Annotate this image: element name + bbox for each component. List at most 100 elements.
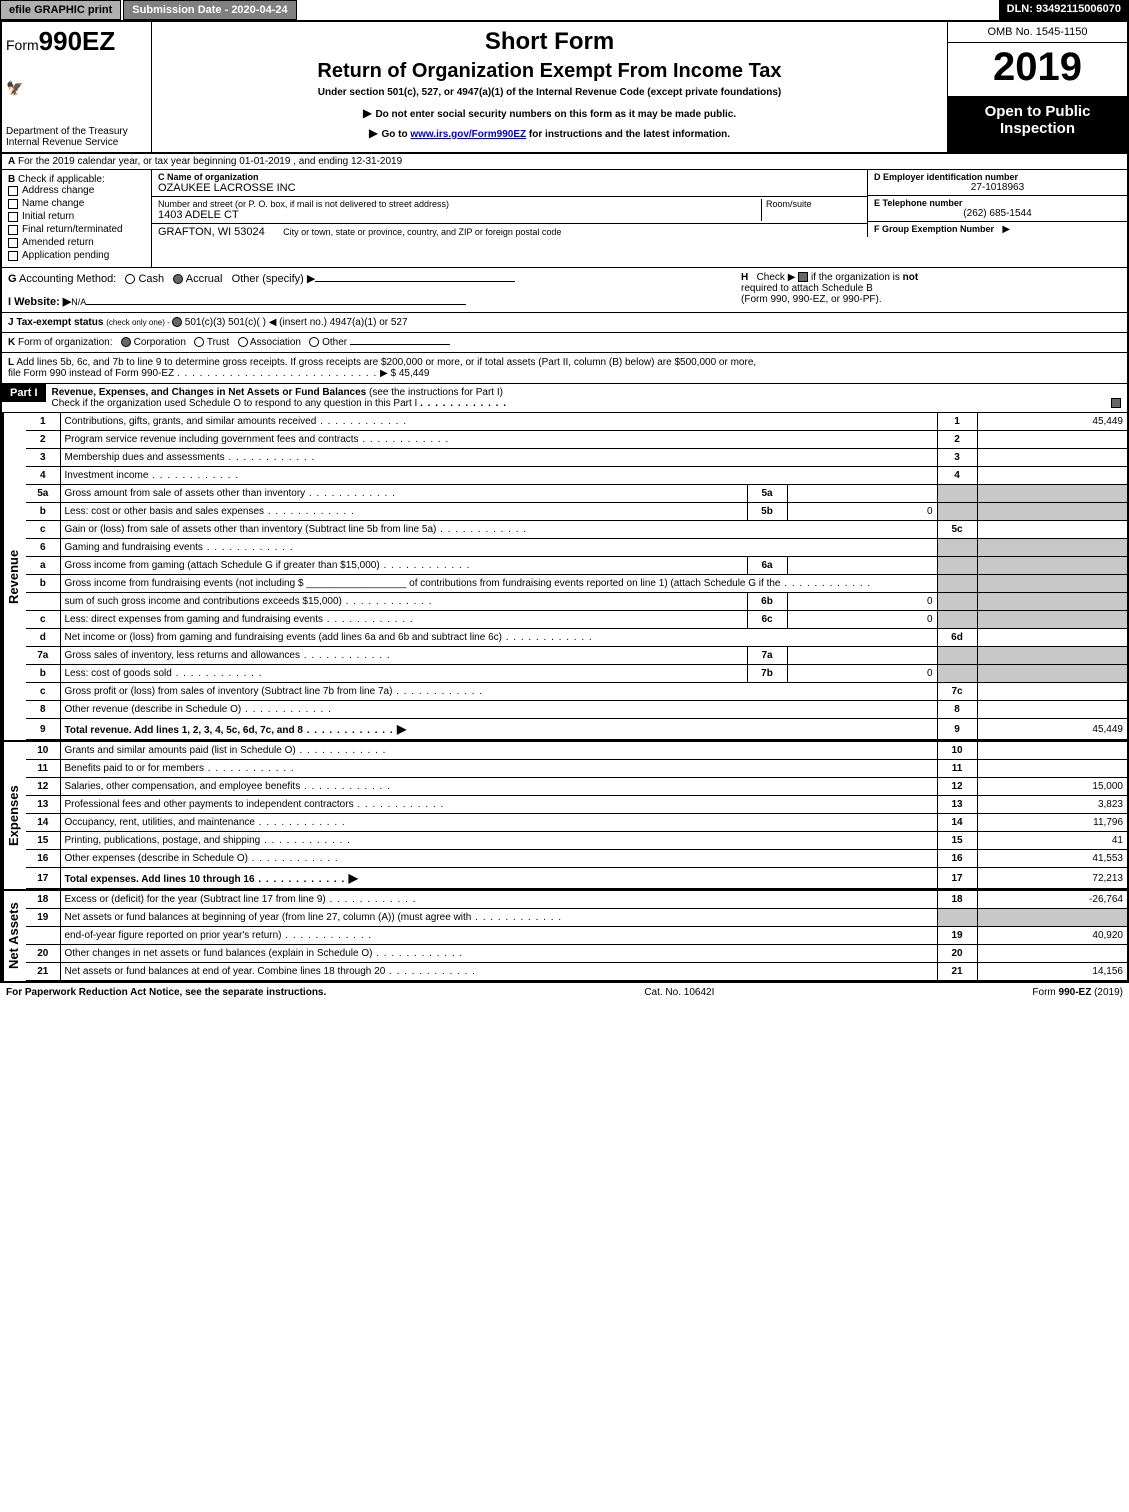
right-line-num — [937, 539, 977, 557]
line-desc: end-of-year figure reported on prior yea… — [60, 927, 937, 945]
irs-eagle-icon: 🦅 — [6, 80, 147, 97]
street: 1403 ADELE CT — [158, 209, 761, 221]
checkbox-name-change[interactable] — [8, 199, 18, 209]
warn-line-1: ▶ Do not enter social security numbers o… — [162, 106, 937, 120]
f-arrow: ▶ — [1002, 224, 1010, 235]
radio-corp[interactable] — [121, 337, 131, 347]
checkbox-amended[interactable] — [8, 238, 18, 248]
checkbox-initial[interactable] — [8, 212, 18, 222]
expenses-table: 10Grants and similar amounts paid (list … — [26, 742, 1127, 889]
line-desc: Net assets or fund balances at end of ye… — [60, 963, 937, 981]
addr-hdr: Number and street (or P. O. box, if mail… — [158, 199, 761, 209]
checkbox-schedule-o[interactable] — [1111, 398, 1121, 408]
footer-left: For Paperwork Reduction Act Notice, see … — [6, 987, 326, 998]
short-form-title: Short Form — [162, 28, 937, 56]
warn-line-2: ▶ Go to www.irs.gov/Form990EZ for instru… — [162, 126, 937, 140]
line-num: 18 — [26, 891, 60, 909]
h-line3: (Form 990, 990-EZ, or 990-PF). — [741, 294, 882, 305]
g-accounting: G Accounting Method: Cash Accrual Other … — [8, 272, 741, 308]
line-amount — [977, 485, 1127, 503]
line-amount — [977, 503, 1127, 521]
warn2-post: for instructions and the latest informat… — [526, 129, 730, 140]
f-group-box: F Group Exemption Number ▶ — [867, 222, 1127, 237]
acct-method-label: Accounting Method: — [19, 273, 116, 285]
j-label: J Tax-exempt status — [8, 317, 103, 328]
line-row: cGross profit or (loss) from sales of in… — [26, 683, 1127, 701]
ein-value: 27-1018963 — [874, 182, 1121, 193]
line-desc: Gross income from gaming (attach Schedul… — [60, 557, 747, 575]
right-line-num: 16 — [937, 850, 977, 868]
opt-final: Final return/terminated — [22, 224, 123, 235]
line-num — [26, 593, 60, 611]
irs-link[interactable]: www.irs.gov/Form990EZ — [410, 129, 526, 140]
radio-cash[interactable] — [125, 274, 135, 284]
open-public-1: Open to Public — [952, 103, 1123, 120]
sub-line-amt: 0 — [787, 611, 937, 629]
line-row: 14Occupancy, rent, utilities, and mainte… — [26, 814, 1127, 832]
radio-accrual[interactable] — [173, 274, 183, 284]
line-desc: sum of such gross income and contributio… — [60, 593, 747, 611]
line-desc: Less: direct expenses from gaming and fu… — [60, 611, 747, 629]
line-row: 12Salaries, other compensation, and empl… — [26, 778, 1127, 796]
sub-line-num: 7a — [747, 647, 787, 665]
k-other-underline — [350, 344, 450, 345]
right-line-num: 9 — [937, 719, 977, 740]
radio-trust[interactable] — [194, 337, 204, 347]
right-line-num: 14 — [937, 814, 977, 832]
checkbox-schedule-b[interactable] — [798, 272, 808, 282]
line-row: 15Printing, publications, postage, and s… — [26, 832, 1127, 850]
line-amount — [977, 945, 1127, 963]
line-num: 13 — [26, 796, 60, 814]
efile-print-button[interactable]: efile GRAPHIC print — [0, 0, 121, 20]
line-amount: 14,156 — [977, 963, 1127, 981]
line-num: b — [26, 665, 60, 683]
other-label: Other (specify) ▶ — [232, 273, 316, 285]
line-amount — [977, 760, 1127, 778]
section-a-label: A — [8, 156, 15, 167]
submission-date-button[interactable]: Submission Date - 2020-04-24 — [123, 0, 296, 20]
tax-year: 2019 — [948, 43, 1127, 97]
right-line-num: 8 — [937, 701, 977, 719]
other-specify-input[interactable] — [315, 281, 515, 282]
right-line-num: 11 — [937, 760, 977, 778]
section-line: Under section 501(c), 527, or 4947(a)(1)… — [162, 87, 937, 98]
sub-line-num: 6a — [747, 557, 787, 575]
h-post: if the organization is — [811, 272, 903, 283]
line-amount — [977, 611, 1127, 629]
k-trust: Trust — [207, 337, 229, 348]
line-amount — [977, 665, 1127, 683]
l-arrow: ▶ — [380, 368, 388, 379]
right-line-num — [937, 665, 977, 683]
line-amount: -26,764 — [977, 891, 1127, 909]
line-desc: Less: cost or other basis and sales expe… — [60, 503, 747, 521]
radio-other[interactable] — [309, 337, 319, 347]
line-num — [26, 927, 60, 945]
checkbox-pending[interactable] — [8, 251, 18, 261]
line-row: bLess: cost or other basis and sales exp… — [26, 503, 1127, 521]
line-row: 1Contributions, gifts, grants, and simil… — [26, 413, 1127, 431]
line-row: 7aGross sales of inventory, less returns… — [26, 647, 1127, 665]
radio-assoc[interactable] — [238, 337, 248, 347]
row-k: K Form of organization: Corporation Trus… — [2, 333, 1127, 353]
dept-line1: Department of the Treasury — [6, 126, 147, 137]
line-amount: 45,449 — [977, 719, 1127, 740]
line-row: bLess: cost of goods sold7b0 — [26, 665, 1127, 683]
line-row: 16Other expenses (describe in Schedule O… — [26, 850, 1127, 868]
line-row: 10Grants and similar amounts paid (list … — [26, 742, 1127, 760]
line-desc: Gain or (loss) from sale of assets other… — [60, 521, 937, 539]
radio-501c3[interactable] — [172, 317, 182, 327]
line-desc: Gaming and fundraising events — [60, 539, 937, 557]
form-number: Form990EZ — [6, 26, 147, 57]
footer-form-num: 990-EZ — [1059, 987, 1092, 998]
website-value: N/A — [71, 297, 86, 307]
e-phone-box: E Telephone number (262) 685-1544 — [867, 196, 1127, 222]
check-if-label: Check if applicable: — [18, 174, 105, 185]
city-value: GRAFTON, WI 53024 — [158, 226, 265, 238]
checkbox-final[interactable] — [8, 225, 18, 235]
line-row: cGain or (loss) from sale of assets othe… — [26, 521, 1127, 539]
top-bar-left: efile GRAPHIC print Submission Date - 20… — [0, 0, 299, 20]
line-num: 2 — [26, 431, 60, 449]
checkbox-address-change[interactable] — [8, 186, 18, 196]
line-num: 16 — [26, 850, 60, 868]
part1-sub: (see the instructions for Part I) — [369, 387, 503, 398]
